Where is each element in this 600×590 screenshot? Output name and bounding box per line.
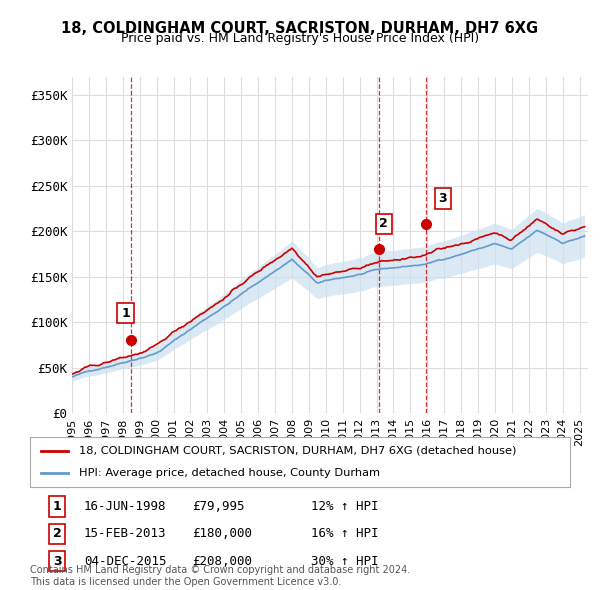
Text: 15-FEB-2013: 15-FEB-2013 xyxy=(84,527,167,540)
Text: 3: 3 xyxy=(53,555,61,568)
Text: 30% ↑ HPI: 30% ↑ HPI xyxy=(311,555,379,568)
Text: 12% ↑ HPI: 12% ↑ HPI xyxy=(311,500,379,513)
Text: 18, COLDINGHAM COURT, SACRISTON, DURHAM, DH7 6XG: 18, COLDINGHAM COURT, SACRISTON, DURHAM,… xyxy=(61,21,539,35)
Text: 2: 2 xyxy=(53,527,61,540)
Text: Contains HM Land Registry data © Crown copyright and database right 2024.
This d: Contains HM Land Registry data © Crown c… xyxy=(30,565,410,587)
Text: 04-DEC-2015: 04-DEC-2015 xyxy=(84,555,167,568)
Text: 1: 1 xyxy=(121,307,130,320)
Text: 3: 3 xyxy=(439,192,447,205)
Text: £79,995: £79,995 xyxy=(192,500,245,513)
Text: £208,000: £208,000 xyxy=(192,555,252,568)
Text: £180,000: £180,000 xyxy=(192,527,252,540)
Text: 16-JUN-1998: 16-JUN-1998 xyxy=(84,500,167,513)
Text: Price paid vs. HM Land Registry's House Price Index (HPI): Price paid vs. HM Land Registry's House … xyxy=(121,32,479,45)
Text: 16% ↑ HPI: 16% ↑ HPI xyxy=(311,527,379,540)
Text: HPI: Average price, detached house, County Durham: HPI: Average price, detached house, Coun… xyxy=(79,468,380,478)
Text: 1: 1 xyxy=(53,500,61,513)
Text: 2: 2 xyxy=(379,218,388,231)
Text: 18, COLDINGHAM COURT, SACRISTON, DURHAM, DH7 6XG (detached house): 18, COLDINGHAM COURT, SACRISTON, DURHAM,… xyxy=(79,445,516,455)
